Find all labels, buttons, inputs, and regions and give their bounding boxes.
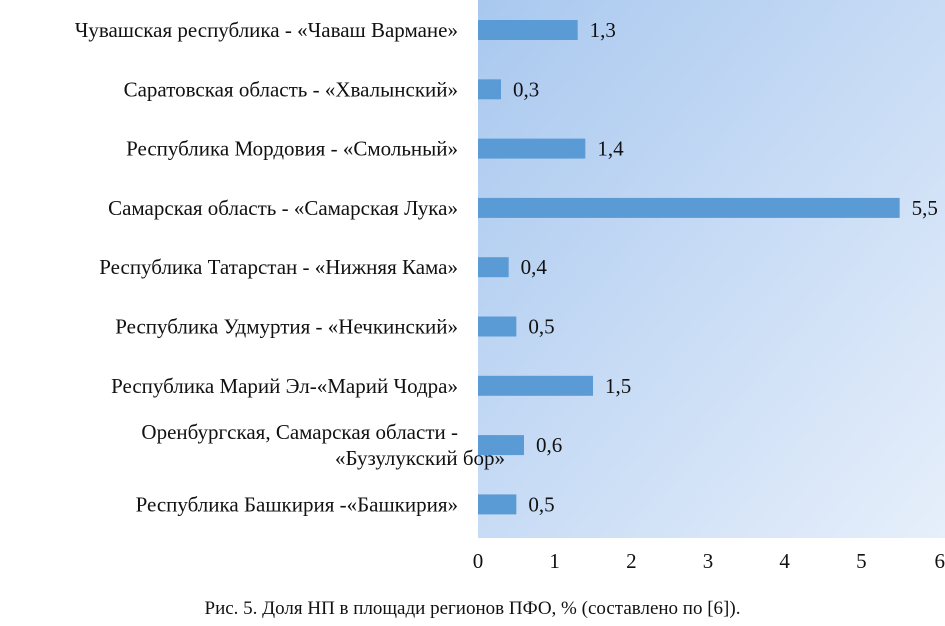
category-label: Самарская область - «Самарская Лука» [108,196,458,220]
category-label-line: Саратовская область - «Хвалынский» [124,77,458,101]
bar-chart: Чувашская республика - «Чаваш Вармане» Са… [75,0,945,573]
category-label: Республика Мордовия - «Смольный» [126,137,458,161]
x-axis-ticks: 0 1 2 3 4 5 6 [473,549,945,573]
category-label: Республика Башкирия -«Башкирия» [136,492,458,516]
value-labels: 1,3 0,3 1,4 5,5 0,4 0,5 1,5 0,6 0,5 [513,18,938,516]
x-tick-label: 0 [473,549,484,573]
x-tick-label: 4 [779,549,790,573]
category-label-line: Республика Башкирия -«Башкирия» [136,492,458,516]
figure-caption: Рис. 5. Доля НП в площади регионов ПФО, … [204,598,741,619]
bar [478,316,517,337]
value-label: 5,5 [912,196,938,220]
value-label: 1,4 [597,137,624,161]
category-label: Чувашская республика - «Чаваш Вармане» [75,18,458,42]
category-label-line: «Бузулукский бор» [335,446,505,470]
category-label-line: Оренбургская, Самарская области - [141,420,458,444]
category-label-line: Самарская область - «Самарская Лука» [108,196,458,220]
bars-layer [478,20,900,515]
plot-background [478,0,945,538]
x-tick-label: 2 [626,549,637,573]
bar [478,138,586,159]
bar [478,375,593,396]
value-label: 0,5 [528,492,554,516]
chart-area: Чувашская республика - «Чаваш Вармане» Са… [75,0,945,573]
category-label-line: Республика Татарстан - «Нижняя Кама» [99,255,458,279]
bar [478,494,517,515]
value-label: 1,3 [590,18,616,42]
bar [478,435,524,456]
category-label-line: Республика Мордовия - «Смольный» [126,137,458,161]
category-label: Саратовская область - «Хвалынский» [124,77,458,101]
category-label: Оренбургская, Самарская области -«Бузулу… [141,420,505,470]
category-label: Республика Татарстан - «Нижняя Кама» [99,255,458,279]
category-label-line: Республика Удмуртия - «Нечкинский» [115,315,458,339]
value-label: 0,4 [521,255,548,279]
bar [478,20,578,40]
category-label: Республика Марий Эл-«Марий Чодра» [111,374,458,398]
bar [478,197,900,218]
x-tick-label: 1 [549,549,560,573]
x-tick-label: 6 [935,549,945,573]
x-tick-label: 3 [703,549,714,573]
value-label: 0,3 [513,77,539,101]
category-label: Республика Удмуртия - «Нечкинский» [115,315,458,339]
category-labels: Чувашская республика - «Чаваш Вармане» Са… [75,18,505,516]
category-label-line: Чувашская республика - «Чаваш Вармане» [75,18,458,42]
value-label: 0,5 [528,315,554,339]
category-label-line: Республика Марий Эл-«Марий Чодра» [111,374,458,398]
value-label: 1,5 [605,374,631,398]
x-tick-label: 5 [856,549,867,573]
value-label: 0,6 [536,433,562,457]
bar [478,257,509,278]
bar [478,79,501,100]
